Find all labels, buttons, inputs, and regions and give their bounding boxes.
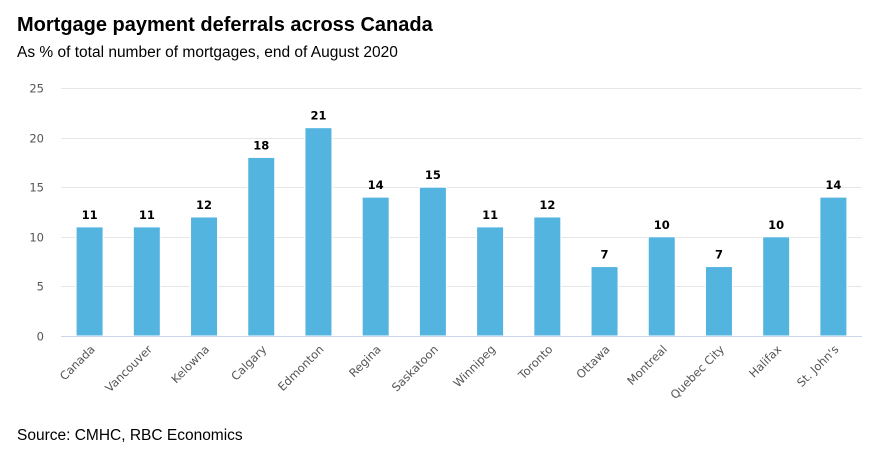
y-tick-label: 20 xyxy=(29,132,44,146)
x-tick-label: Kelowna xyxy=(168,342,212,386)
data-label: 11 xyxy=(82,208,98,222)
data-label: 12 xyxy=(196,198,212,212)
data-label: 11 xyxy=(482,208,498,222)
x-tick-label: Vancouver xyxy=(102,342,155,395)
data-label: 10 xyxy=(768,218,784,232)
x-tick-label: Canada xyxy=(57,342,98,383)
bar[interactable] xyxy=(247,156,276,337)
x-axis: Canada Vancouver Kelowna Calgary Edmonton Reg… xyxy=(57,336,862,402)
y-tick-label: 25 xyxy=(29,82,44,96)
bar[interactable] xyxy=(476,226,505,337)
data-label: 14 xyxy=(368,178,384,192)
y-tick-label: 0 xyxy=(37,330,44,344)
x-tick-label: St. John's xyxy=(794,342,842,390)
data-label: 14 xyxy=(825,178,841,192)
bar[interactable] xyxy=(704,266,733,337)
chart-title: Mortgage payment deferrals across Canada xyxy=(17,14,433,36)
x-tick-label: Quebec City xyxy=(667,342,727,402)
bar[interactable] xyxy=(590,266,619,337)
y-tick-label: 5 xyxy=(37,280,44,294)
bar[interactable] xyxy=(418,186,447,337)
data-label: 7 xyxy=(601,248,609,262)
x-tick-label: Ottawa xyxy=(573,342,612,381)
data-label: 7 xyxy=(715,248,723,262)
bar[interactable] xyxy=(361,196,390,337)
gridlines xyxy=(61,88,862,287)
bar[interactable] xyxy=(190,216,219,337)
data-label: 18 xyxy=(253,138,269,152)
bar[interactable] xyxy=(762,236,791,337)
y-tick-label: 15 xyxy=(29,181,44,195)
x-tick-label: Halifax xyxy=(746,342,784,380)
y-tick-label: 10 xyxy=(29,231,44,245)
y-axis: 0 5 10 15 20 25 xyxy=(29,82,44,344)
bar[interactable] xyxy=(75,226,104,337)
x-tick-label: Edmonton xyxy=(275,342,327,394)
x-tick-label: Toronto xyxy=(515,342,556,383)
chart-subtitle: As % of total number of mortgages, end o… xyxy=(17,44,398,61)
bar[interactable] xyxy=(647,236,676,337)
source-note: Source: CMHC, RBC Economics xyxy=(17,427,243,444)
x-tick-label: Winnipeg xyxy=(450,342,498,390)
data-label: 12 xyxy=(539,198,555,212)
x-tick-label: Saskatoon xyxy=(389,342,441,394)
bar[interactable] xyxy=(132,226,161,337)
data-label: 11 xyxy=(139,208,155,222)
x-tick-label: Calgary xyxy=(228,342,269,383)
bar[interactable] xyxy=(533,216,562,337)
x-tick-label: Regina xyxy=(346,342,384,380)
bars xyxy=(75,127,848,337)
bar[interactable] xyxy=(304,127,333,337)
data-label: 10 xyxy=(654,218,670,232)
data-label: 21 xyxy=(310,109,326,123)
data-label: 15 xyxy=(425,168,441,182)
x-tick-label: Montreal xyxy=(624,342,670,388)
data-labels: 11 11 12 18 21 14 15 11 12 7 10 7 10 14 xyxy=(82,109,842,262)
bar[interactable] xyxy=(819,196,848,337)
